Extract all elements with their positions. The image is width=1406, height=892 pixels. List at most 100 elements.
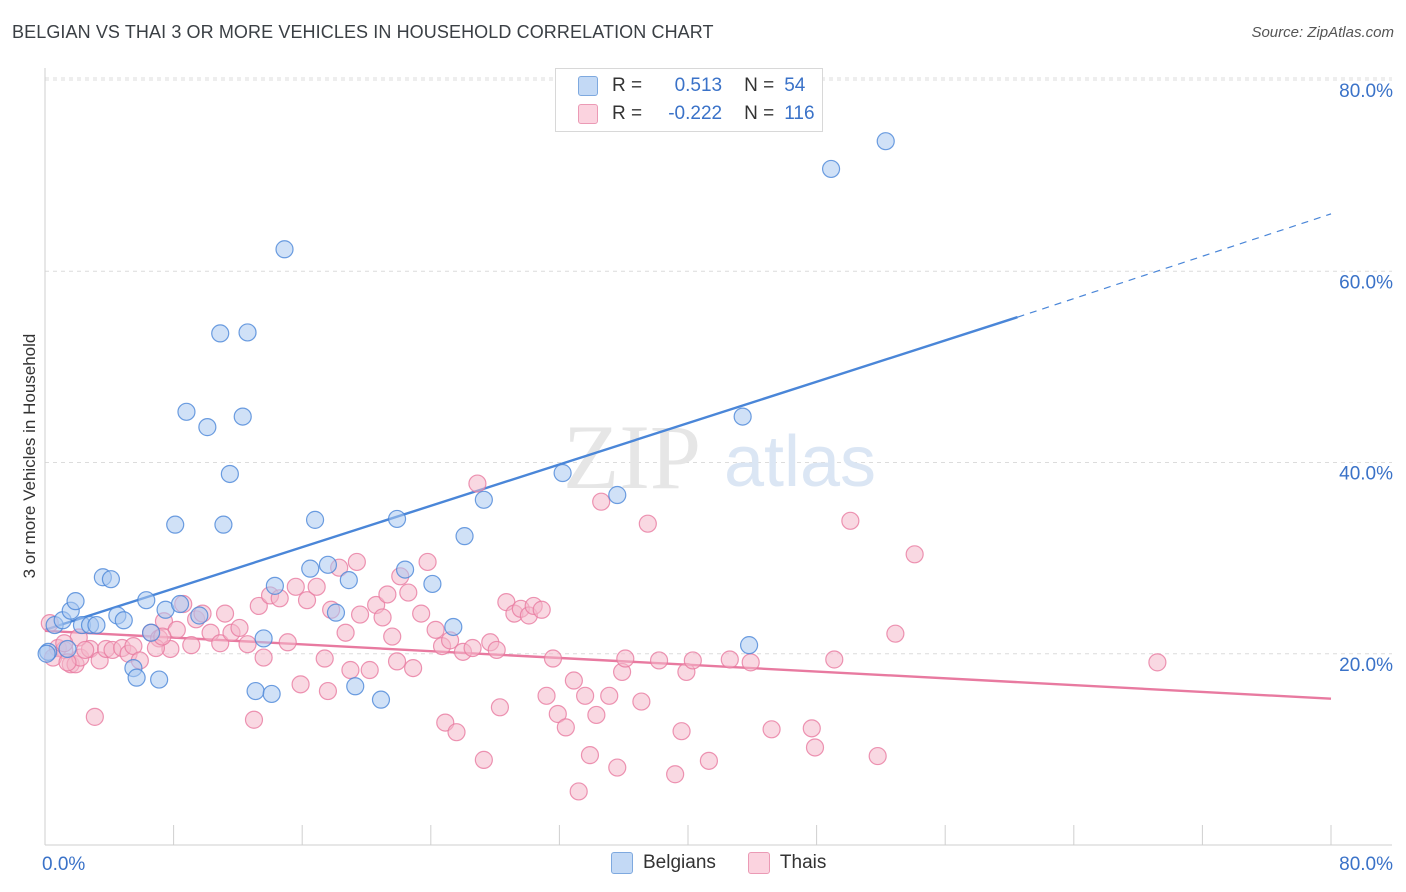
belgians-trend-line: [44, 316, 1018, 631]
belgians-point: [177, 402, 196, 421]
belgians-point: [326, 603, 346, 622]
belgians-point: [305, 510, 325, 529]
thais-point: [825, 650, 844, 669]
belgians-point: [37, 644, 56, 663]
thais-point: [632, 692, 651, 711]
source-credit: Source: ZipAtlas.com: [1251, 24, 1394, 41]
thais-point: [315, 649, 334, 668]
legend-n-label: N =: [744, 103, 775, 124]
thais-point: [564, 671, 583, 690]
thais-point: [336, 623, 355, 642]
thais-point: [886, 624, 905, 643]
belgians-trend-extension: [1017, 213, 1332, 318]
thais-point: [720, 650, 739, 669]
thais-point: [404, 658, 423, 678]
gridlines: [45, 77, 1392, 655]
thais-point: [672, 722, 691, 741]
thais-point: [638, 514, 657, 533]
belgians-point: [346, 677, 365, 696]
thais-point: [215, 604, 235, 623]
thais-point: [649, 651, 669, 670]
belgians-point: [127, 668, 146, 687]
y-tick-label: 80.0%: [1339, 81, 1393, 102]
thais-point: [387, 652, 407, 671]
thais-point: [802, 719, 821, 738]
belgians-point: [423, 574, 442, 594]
legend-r-label: R =: [612, 103, 643, 124]
thais-point: [608, 758, 627, 777]
thais-swatch: [578, 104, 598, 124]
y-tick-label: 60.0%: [1339, 272, 1393, 293]
thais-point: [580, 746, 600, 765]
axes: [44, 68, 1392, 846]
belgians-point: [58, 639, 77, 659]
belgians-point: [301, 559, 320, 578]
thais-point: [576, 686, 595, 705]
thais-point: [412, 604, 431, 623]
correlation-legend: R = 0.513 N = 54 R = -0.222 N = 116: [555, 68, 823, 132]
thais-point: [211, 634, 230, 653]
thais-point: [905, 545, 924, 564]
thais-point: [805, 738, 825, 757]
thais-point: [463, 638, 482, 658]
belgians-point: [150, 670, 169, 689]
thais-point: [182, 636, 201, 655]
belgians-point: [444, 617, 463, 637]
thais-point: [474, 750, 493, 769]
thais-legend-label: Thais: [779, 852, 827, 873]
belgians-point: [246, 681, 265, 701]
thais-point: [360, 660, 379, 680]
belgians-point: [233, 407, 252, 426]
thais-point: [347, 552, 366, 572]
belgians-point: [170, 594, 190, 614]
belgians-point: [339, 571, 358, 590]
belgians-legend-swatch: [611, 852, 633, 874]
belgians-point: [87, 615, 106, 635]
belgians-point: [608, 485, 627, 505]
thais-point: [868, 746, 887, 766]
thais-point: [418, 552, 437, 572]
belgians-point: [739, 636, 759, 655]
legend-item-thais[interactable]: Thais: [747, 852, 827, 874]
thais-point: [592, 492, 611, 511]
legend-item-belgians[interactable]: Belgians: [611, 852, 716, 874]
thais-point: [244, 710, 264, 729]
legend-row-thais: R = -0.222 N = 116: [578, 103, 815, 125]
belgians-point: [254, 629, 273, 648]
belgians-swatch: [578, 76, 598, 96]
belgians-point: [733, 407, 752, 426]
belgians-point: [166, 515, 185, 534]
thais-point: [537, 686, 556, 705]
thais-point: [741, 653, 760, 672]
belgians-point: [318, 555, 338, 574]
legend-belgians-r: 0.513: [674, 75, 723, 96]
belgians-point: [371, 690, 391, 709]
thais-point: [841, 511, 860, 530]
thais-point: [600, 686, 619, 705]
thais-point: [378, 585, 397, 604]
belgians-point: [114, 611, 133, 630]
thais-point: [548, 704, 567, 724]
thais-point: [490, 698, 510, 717]
belgians-point: [141, 623, 161, 642]
thais-point: [683, 651, 702, 670]
thais-point: [85, 707, 104, 726]
thais-point: [399, 583, 418, 602]
belgians-point: [265, 576, 284, 595]
thais-point: [543, 649, 563, 668]
thais-point: [230, 618, 249, 638]
tick-labels: 20.0% 40.0% 60.0% 80.0% 0.0% 80.0%: [42, 81, 1393, 875]
thais-point: [297, 591, 317, 610]
thais-point: [291, 675, 310, 694]
thais-point: [286, 577, 305, 596]
belgians-point: [214, 515, 233, 534]
belgians-point: [876, 132, 895, 151]
belgians-point: [198, 418, 217, 437]
belgians-point: [275, 240, 294, 259]
legend-row-belgians: R = 0.513 N = 54: [578, 75, 805, 97]
belgians-point: [190, 606, 209, 625]
y-tick-label: 40.0%: [1339, 464, 1393, 485]
legend-r-label: R =: [612, 75, 643, 96]
thais-point: [487, 640, 506, 660]
